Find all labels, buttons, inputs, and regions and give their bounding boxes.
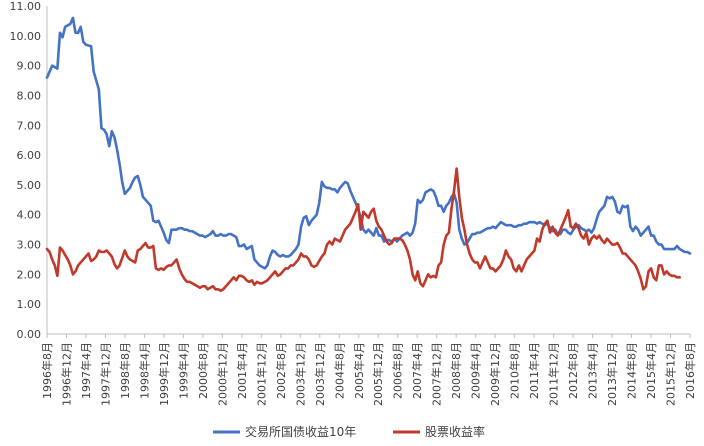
- x-tick-label: 2008年8月: [449, 342, 463, 399]
- x-tick-label: 2011年12月: [547, 342, 561, 406]
- x-tick-label: 2016年8月: [683, 342, 697, 399]
- x-tick-label: 1999年12月: [157, 342, 171, 406]
- x-tick-label: 2009年12月: [488, 342, 502, 406]
- y-tick-label: 4.00: [17, 209, 42, 222]
- x-tick-label: 2013年12月: [605, 342, 619, 406]
- y-tick-label: 11.00: [10, 0, 42, 13]
- x-tick-label: 1997年12月: [98, 342, 112, 406]
- y-tick-label: 7.00: [17, 119, 42, 132]
- x-tick-label: 2010年8月: [508, 342, 522, 399]
- x-tick-label: 1996年12月: [59, 342, 73, 406]
- x-tick-label: 1998年8月: [118, 342, 132, 399]
- x-axis: 1996年8月 1996年12月 1997年4月 1997年12月 1998年8月 199…: [40, 333, 697, 406]
- x-tick-label: 2005年12月: [371, 342, 385, 406]
- x-tick-label: 1997年4月: [79, 342, 93, 399]
- legend-label-1: 交易所国债收益10年: [245, 424, 356, 439]
- y-axis: 0.00 1.00 2.00 3.00 4.00 5.00 6.00 7.00 8.00 9.00…: [10, 0, 48, 341]
- x-tick-label: 2003年12月: [313, 342, 327, 406]
- x-tick-label: 2006年8月: [391, 342, 405, 399]
- y-tick-label: 5.00: [17, 179, 42, 192]
- y-tick-label: 9.00: [17, 60, 42, 73]
- x-tick-label: 2014年8月: [625, 342, 639, 399]
- legend-label-2: 股票收益率: [425, 424, 485, 439]
- series-lines: [45, 16, 692, 293]
- y-tick-label: 0.00: [17, 328, 42, 341]
- x-tick-label: 2003年12月: [293, 342, 307, 406]
- x-tick-label: 2012年8月: [566, 342, 580, 399]
- x-tick-label: 2015年4月: [644, 342, 658, 399]
- x-tick-label: 1999年4月: [176, 342, 190, 399]
- y-tick-label: 6.00: [17, 149, 42, 162]
- x-tick-label: 2007年12月: [430, 342, 444, 406]
- y-tick-label: 1.00: [17, 298, 42, 311]
- x-tick-label: 2000年12月: [215, 342, 229, 406]
- series-line-1: [45, 16, 692, 270]
- x-tick-label: 2002年8月: [274, 342, 288, 399]
- x-tick-label: 2001年4月: [235, 342, 249, 399]
- x-tick-label: 2013年4月: [586, 342, 600, 399]
- x-tick-label: 2005年4月: [352, 342, 366, 399]
- x-tick-label: 2004年8月: [332, 342, 346, 399]
- x-tick-label: 1996年8月: [40, 342, 54, 399]
- x-tick-label: 2009年4月: [469, 342, 483, 399]
- x-tick-label: 2007年4月: [410, 342, 424, 399]
- legend: 交易所国债收益10年 股票收益率: [213, 424, 485, 439]
- y-tick-label: 2.00: [17, 268, 42, 281]
- x-tick-label: 1998年4月: [137, 342, 151, 399]
- x-tick-label: 2001年12月: [254, 342, 268, 406]
- x-tick-label: 2011年4月: [527, 342, 541, 399]
- series-line-2: [45, 167, 681, 293]
- x-tick-label: 2000年8月: [196, 342, 210, 399]
- x-tick-label: 2015年12月: [664, 342, 678, 406]
- y-tick-label: 8.00: [17, 89, 42, 102]
- y-tick-label: 3.00: [17, 239, 42, 252]
- y-tick-label: 10.00: [10, 30, 42, 43]
